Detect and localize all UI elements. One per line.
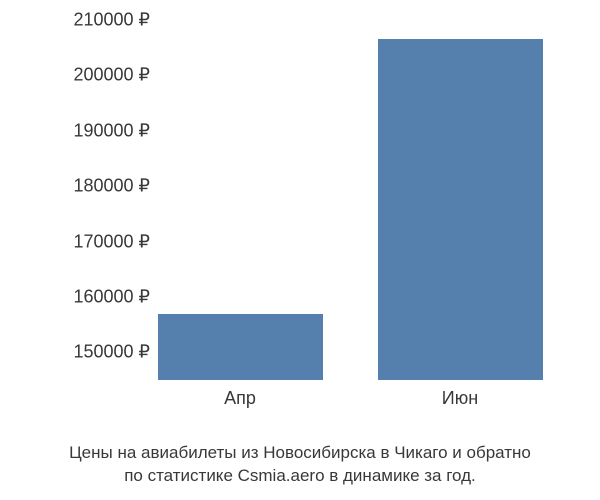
- y-tick-label: 210000 ₽: [30, 10, 150, 31]
- bar: [158, 314, 323, 380]
- y-tick-label: 160000 ₽: [30, 286, 150, 307]
- y-tick-label: 180000 ₽: [30, 176, 150, 197]
- chart-caption: Цены на авиабилеты из Новосибирска в Чик…: [0, 442, 600, 488]
- caption-line-1: Цены на авиабилеты из Новосибирска в Чик…: [69, 443, 531, 462]
- bar: [378, 39, 543, 380]
- y-tick-label: 190000 ₽: [30, 120, 150, 141]
- x-tick-label: Июн: [442, 388, 478, 409]
- y-tick-label: 150000 ₽: [30, 342, 150, 363]
- x-tick-label: Апр: [224, 388, 256, 409]
- y-tick-label: 200000 ₽: [30, 65, 150, 86]
- chart-area: Апр Июн: [130, 20, 570, 410]
- y-tick-label: 170000 ₽: [30, 231, 150, 252]
- caption-line-2: по статистике Csmia.aero в динамике за г…: [124, 466, 476, 485]
- plot-region: [130, 20, 570, 380]
